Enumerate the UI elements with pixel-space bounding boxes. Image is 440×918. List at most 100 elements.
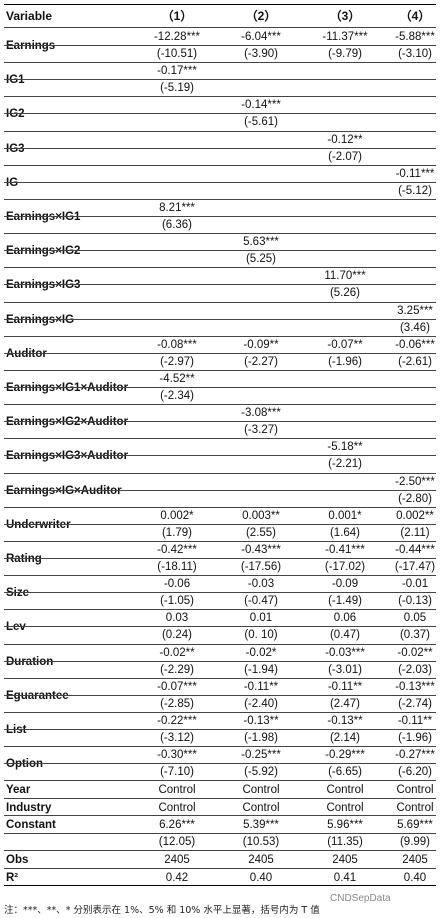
coef-value: -0.13*** [395, 680, 435, 693]
coef-value: -0.03*** [325, 646, 365, 659]
row-rule [4, 335, 436, 337]
t-value: (6.36) [161, 219, 193, 231]
row-label: Rating [6, 553, 42, 565]
t-value: (1.79) [161, 526, 193, 539]
t-value: (-17.56) [240, 561, 282, 573]
t-value: (-7.10) [160, 766, 194, 779]
coef-value: -0.02** [159, 646, 195, 659]
mid-rule [4, 250, 436, 252]
row-rule [4, 712, 436, 713]
row-label: Obs [6, 854, 29, 867]
row-label: Earnings×IG3×Auditor [6, 450, 129, 463]
t-value: (0.47) [329, 629, 361, 642]
header-col-1: （1） [161, 9, 193, 23]
mid-rule [4, 694, 436, 696]
t-value: (-2.97) [160, 355, 194, 368]
t-value: (11.35) [327, 836, 363, 849]
row-label: Industry [6, 801, 52, 814]
mid-rule [4, 113, 436, 115]
stat-value: 2405 [248, 854, 274, 867]
row-label: Duration [6, 655, 54, 668]
row-rule [4, 301, 436, 303]
coef-value: 0.06 [333, 612, 357, 625]
row-rule [4, 472, 436, 474]
row-rule [4, 164, 436, 166]
t-value: (-5.19) [160, 82, 194, 95]
coef-value: -0.07** [327, 338, 363, 351]
coef-value: 0.001* [328, 509, 362, 522]
t-value: (-0.47) [244, 595, 278, 608]
mid-rule [4, 387, 436, 388]
t-value: (-17.02) [324, 561, 366, 573]
t-value: (3.46) [399, 321, 431, 334]
t-value: (0.37) [399, 629, 431, 642]
t-value: (-2.07) [328, 150, 362, 163]
header-col-4: （4） [399, 9, 431, 23]
t-value: (-2.03) [398, 663, 432, 676]
t-value: (-5.12) [398, 184, 432, 197]
row-label: R² [6, 871, 19, 884]
row-rule [4, 643, 436, 645]
row-label: List [6, 724, 27, 736]
row-label: Lev [6, 621, 26, 634]
row-rule [4, 850, 436, 852]
control-value: Control [242, 784, 280, 797]
row-rule [4, 370, 436, 371]
t-value: (-18.11) [157, 561, 197, 573]
row-label: Constant [6, 819, 56, 832]
t-value: (-2.29) [160, 663, 194, 676]
coef-value: -11.37*** [322, 31, 368, 43]
t-value: (-3.90) [244, 48, 278, 60]
stat-value: 2405 [402, 854, 428, 867]
coef-value: -0.02* [245, 646, 277, 659]
row-rule [4, 267, 436, 269]
mid-rule [4, 489, 436, 491]
t-value: (-2.61) [398, 355, 432, 368]
row-label: Underwriter [6, 518, 71, 531]
coef-value: -0.44*** [395, 544, 435, 556]
row-rule [4, 62, 436, 64]
row-label: Option [6, 758, 44, 771]
t-value: (-1.96) [328, 355, 362, 368]
coef-value: -0.12** [327, 133, 363, 146]
header-col-3: （3） [329, 9, 361, 23]
mid-rule [4, 284, 436, 286]
mid-rule [4, 592, 436, 594]
mid-rule [4, 660, 436, 662]
t-value: (-1.98) [244, 732, 278, 744]
coef-value: -5.88*** [395, 31, 435, 43]
header-rule [4, 27, 436, 28]
t-value: (-17.47) [394, 561, 436, 573]
coef-value: -0.11** [243, 680, 279, 693]
row-label: IG2 [6, 108, 25, 121]
row-label: Earnings×IG3 [6, 279, 81, 292]
coef-value: -0.06*** [395, 338, 435, 351]
mid-rule [4, 45, 436, 46]
mid-rule [4, 421, 436, 423]
coef-value: 5.96*** [327, 819, 363, 832]
t-value: (5.25) [245, 253, 277, 266]
mid-rule [4, 216, 436, 217]
control-value: Control [326, 784, 364, 797]
t-value: (0. 10) [244, 629, 278, 642]
coef-value: -2.50*** [395, 475, 435, 488]
t-value: (10.53) [242, 836, 280, 849]
t-value: (-3.01) [328, 663, 362, 676]
row-label: Earnings×IG1 [6, 211, 81, 223]
row-rule [4, 815, 436, 817]
coef-value: -0.11*** [395, 167, 435, 180]
row-label: IG3 [6, 142, 25, 155]
coef-value: 0.03 [165, 612, 189, 625]
t-value: (-3.27) [244, 424, 278, 437]
watermark: CNDSepData [330, 893, 391, 904]
coef-value: -0.13** [243, 715, 279, 727]
t-value: (-2.40) [244, 697, 278, 710]
coef-value: -0.07*** [157, 680, 197, 693]
row-label: Size [6, 587, 30, 600]
t-value: (9.99) [399, 836, 431, 849]
mid-rule [4, 729, 436, 730]
t-value: (1.64) [329, 526, 361, 539]
table-note: 注：***、**、* 分别表示在 1%、5% 和 10% 水平上显著，括号内为 … [4, 905, 320, 916]
coef-value: 5.63*** [243, 236, 279, 249]
row-rule [4, 541, 436, 542]
